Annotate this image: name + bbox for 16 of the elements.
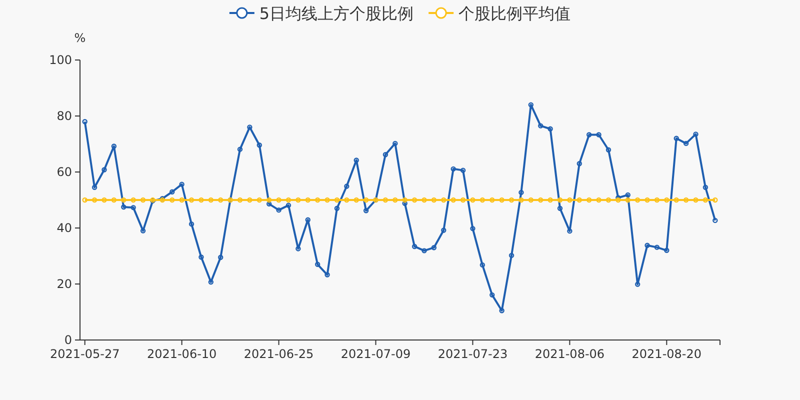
x-tick-label: 2021-06-25 [244,347,314,361]
x-tick-label: 2021-06-10 [146,347,217,361]
x-tick-label: 2021-07-23 [438,347,508,361]
legend-label: 个股比例平均值 [458,4,571,23]
y-tick-label: 60 [56,165,72,179]
x-tick-label: 2021-05-27 [50,347,120,361]
y-tick-label: 0 [64,333,72,347]
y-tick-label: 80 [56,109,72,123]
x-tick-label: 2021-08-06 [534,347,605,361]
y-axis-title: % [74,31,86,45]
y-tick-label: 100 [49,53,72,67]
legend-label: 5日均线上方个股比例 [259,4,414,23]
x-tick-label: 2021-08-20 [632,347,702,361]
x-tick-label: 2021-07-09 [340,347,411,361]
y-tick-label: 20 [56,277,72,291]
y-tick-label: 40 [56,221,72,235]
